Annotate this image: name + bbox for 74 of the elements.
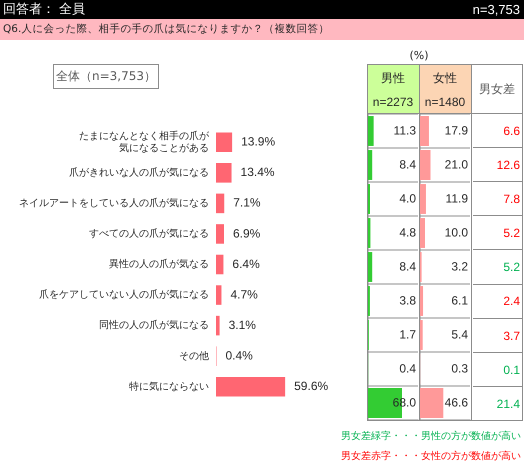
data-label: 4.0 [399, 191, 416, 206]
data-label: 1.7 [399, 327, 416, 342]
text: 男女差緑字・・・男性の方が数値が高い [341, 431, 521, 443]
data-label: 10.0 [444, 225, 468, 240]
y-tick-label: 爪をケアしていない人の爪が気になる [39, 288, 209, 301]
data-label: 21.0 [444, 157, 468, 172]
bar [216, 132, 232, 152]
data-label: 13.4% [240, 165, 275, 180]
data-label: 59.6% [294, 379, 328, 394]
data-label: 5.2 [503, 260, 520, 275]
data-label: 0.4% [225, 348, 254, 362]
text: 全体（n=3,753） [56, 69, 156, 84]
bar [420, 286, 424, 316]
bar [216, 163, 232, 183]
data-label: 11.3 [394, 123, 416, 138]
bar [420, 320, 423, 350]
data-label: 21.4 [496, 396, 520, 412]
y-tick-label: その他 [179, 350, 209, 362]
data-label: 5.2 [503, 226, 520, 241]
bar [420, 150, 430, 180]
bar [368, 150, 372, 180]
data-label: 12.6 [496, 158, 520, 172]
data-label: 3.2 [451, 259, 468, 274]
data-label: 2.4 [503, 294, 520, 309]
chart-title: 男性 [381, 70, 405, 86]
data-label: 4.7% [230, 287, 258, 302]
y-tick-label: 異性の人の爪が気なる [109, 258, 209, 270]
text: 回答者： 全員 [3, 2, 86, 18]
text: 男女差 [479, 82, 515, 96]
data-label: 46.6 [444, 395, 468, 410]
bar [420, 388, 444, 418]
data-label: 0.3 [451, 361, 468, 376]
bar [216, 285, 222, 305]
data-label: 5.4 [451, 327, 468, 342]
data-label: 3.8 [399, 293, 416, 308]
bar [216, 224, 224, 244]
data-label: 0.1 [503, 362, 520, 378]
y-tick-label: たまになんとなく相手の爪が気になることがある [79, 130, 210, 154]
data-label: 11.9 [446, 191, 468, 206]
text: 男女差赤字・・・女性の方が数値が高い [341, 451, 521, 463]
y-tick-label: 特に気にならない [129, 380, 209, 392]
data-label: 0.4 [399, 361, 416, 376]
bar [420, 218, 425, 248]
bar [216, 376, 286, 396]
data-label: 6.4% [232, 256, 260, 271]
text: n=3,753 [472, 2, 520, 18]
bar [368, 252, 372, 282]
y-tick-label: すべての人の爪が気になる [89, 228, 209, 240]
y-tick-label: ネイルアートをしている人の爪が気になる [19, 196, 209, 209]
data-label: 6.9% [233, 226, 261, 240]
y-tick-label: 爪がきれいな人の爪が気になる [69, 166, 209, 178]
data-label: 8.4 [399, 157, 416, 172]
chart-subtitle: n=1480 [424, 94, 466, 110]
data-label: 3.1% [228, 318, 256, 332]
chart-title: 女性 [433, 70, 457, 86]
data-label: 8.4 [399, 259, 416, 274]
data-label: 17.9 [444, 123, 468, 138]
data-label: 3.7 [503, 328, 520, 343]
bar [216, 254, 224, 274]
y-tick-label: 同性の人の爪が気になる [99, 319, 209, 332]
data-label: 7.1% [233, 196, 261, 210]
bar [368, 116, 374, 146]
data-label: 13.9% [241, 134, 276, 149]
data-label: 4.8 [399, 225, 416, 240]
text: (%) [409, 48, 429, 62]
chart-subtitle: n=2273 [372, 94, 414, 110]
data-label: 7.8 [503, 192, 520, 206]
bar [420, 184, 426, 214]
bar [420, 116, 429, 146]
bar [216, 316, 220, 336]
data-label: 6.1 [451, 293, 468, 308]
chart-title: Q6.人に会った際、相手の手の爪は気になりますか？（複数回答） [3, 23, 330, 36]
bar [216, 194, 224, 214]
data-label: 6.6 [503, 124, 520, 138]
